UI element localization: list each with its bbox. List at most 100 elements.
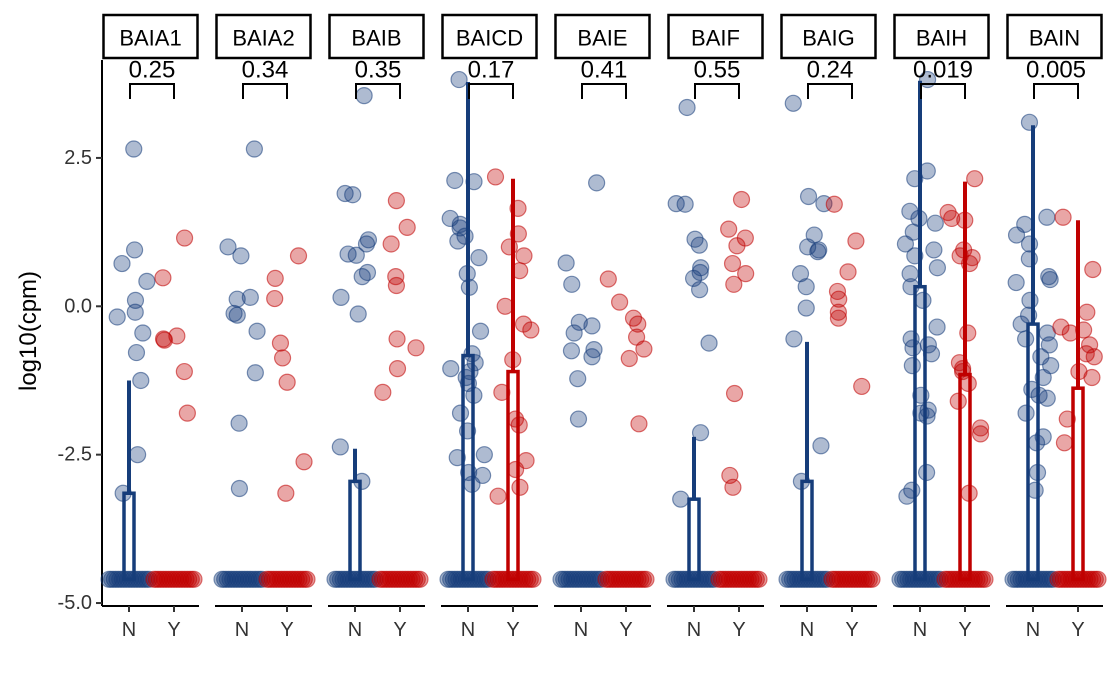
x-tick-label: Y [619,619,632,641]
data-point [691,263,709,282]
panel-baif: BAIF N Y 0.55 [665,13,768,641]
data-point [178,404,196,422]
data-point [583,348,601,366]
data-point [388,360,407,378]
x-tick-label: N [235,619,249,641]
data-point [489,487,507,505]
data-point [1061,324,1079,342]
facet-strip [893,13,990,60]
data-point [799,187,818,206]
data-point [635,340,653,358]
data-point [630,415,648,433]
p-value-label: 0.34 [242,57,289,84]
facet-strip-label: BAIA2 [232,26,294,51]
data-point [398,218,416,236]
data-point [611,293,629,311]
facet-strip-label: BAIF [691,26,740,51]
data-point [241,288,259,306]
data-point [246,364,264,382]
data-point [898,487,916,505]
data-point [175,362,193,381]
facet-strip-label: BAIA1 [119,26,181,51]
data-point-floor [976,570,994,588]
x-tick-label: Y [845,619,858,641]
data-point [450,70,468,89]
data-point [387,268,405,286]
data-point [493,383,511,401]
data-point [691,424,710,442]
data-point [906,247,924,265]
data-point [388,330,406,348]
data-point [1054,208,1072,226]
data-point-floor [863,570,881,588]
data-point [904,223,922,241]
data-point [956,211,974,229]
p-value-label: 0.41 [581,57,628,84]
data-point [374,383,392,401]
data-point [959,324,977,342]
data-point [1055,434,1074,452]
data-point [914,291,932,309]
data-point [928,318,946,336]
x-tick-label: N [574,619,588,641]
p-value-label: 0.35 [355,57,402,84]
data-point [1034,368,1052,387]
data-point [442,360,460,378]
data-point [463,345,481,363]
data-point [812,437,830,455]
data-point [175,229,194,247]
x-tick-label: N [913,619,927,641]
data-point [295,453,313,471]
facet-strip [780,13,877,60]
data-point [903,357,921,375]
data-point [127,343,146,362]
data-point [126,303,144,321]
data-point [382,235,400,253]
data-point [830,290,848,308]
data-point [230,479,249,498]
facet-strip-label: BAIH [916,26,967,51]
data-point [570,313,588,331]
data-point [725,275,743,293]
x-tick-label: Y [732,619,745,641]
data-point [902,278,920,296]
data-point [465,386,483,404]
data-point [732,190,751,209]
data-point [1058,410,1076,428]
data-point [504,351,522,369]
facet-strip [667,13,764,60]
data-point [126,291,145,309]
mean-bar [1071,386,1085,582]
data-point [507,460,525,479]
data-point [289,247,308,265]
data-point [960,484,978,502]
x-tick-label: N [348,619,362,641]
data-point [676,195,694,213]
facet-strip [328,13,425,60]
data-point [460,278,478,296]
data-point [355,87,373,105]
data-point [463,475,481,493]
mean-bar [122,491,136,582]
x-tick-label: N [687,619,701,641]
data-point [583,317,601,335]
facet-strip-label: BAIB [351,26,401,51]
data-point [918,162,936,180]
data-point [511,478,529,496]
data-point [446,171,464,190]
data-point [629,315,647,333]
data-point [918,407,936,425]
significance-bracket [807,83,853,99]
data-point [723,254,742,273]
data-point [966,170,984,188]
data-point [1021,291,1039,309]
data-point [1038,389,1056,407]
data-point [853,377,871,396]
data-point [557,254,575,272]
data-point [906,170,924,188]
data-point [1020,250,1038,268]
data-point [667,195,685,213]
data-point [387,276,406,295]
data-point [588,174,606,192]
data-point [245,140,263,158]
